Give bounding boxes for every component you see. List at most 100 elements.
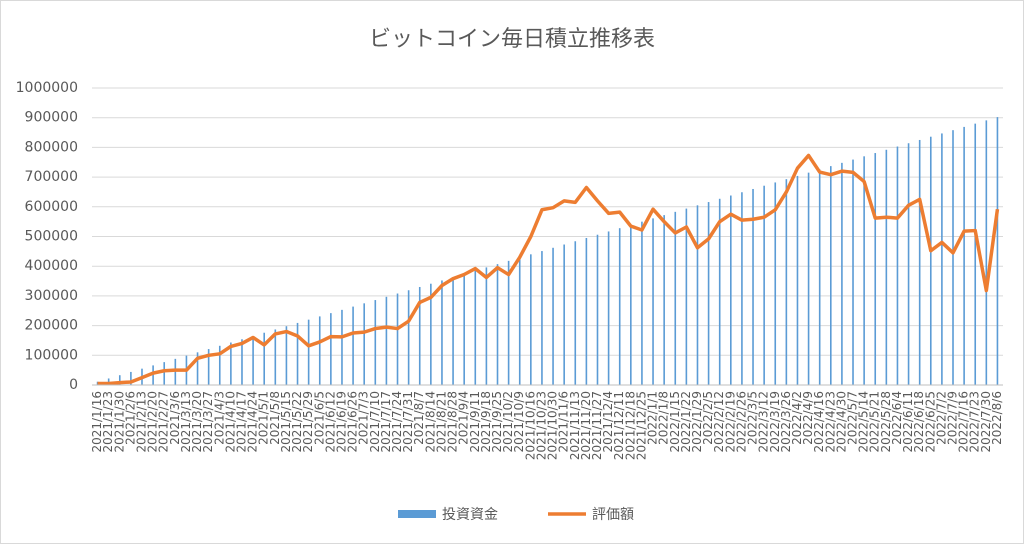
bar	[152, 365, 154, 385]
bar	[385, 296, 388, 385]
bar	[130, 371, 132, 385]
x-tick-label: 2022/3/12	[757, 391, 771, 453]
x-tick-label: 2022/7/23	[968, 391, 982, 453]
bar	[818, 169, 821, 385]
y-tick-label: 0	[69, 377, 78, 393]
x-tick-label: 2021/2/6	[123, 391, 137, 445]
bar	[263, 332, 266, 385]
x-tick-label: 2022/3/26	[779, 391, 793, 453]
x-tick-label: 2022/4/9	[801, 391, 815, 445]
bar	[963, 126, 965, 386]
bar	[318, 316, 321, 385]
x-tick-label: 2021/8/21	[434, 391, 448, 453]
x-tick-label: 2022/6/4	[890, 391, 904, 445]
x-tick-label: 2021/4/3	[212, 391, 226, 445]
bar	[985, 120, 988, 386]
bar	[718, 198, 721, 385]
x-tick-label: 2022/7/9	[946, 391, 960, 445]
bar	[807, 172, 810, 385]
x-tick-label: 2022/1/8	[657, 391, 671, 445]
x-tick-label: 2022/7/16	[957, 391, 971, 453]
x-tick-label: 2022/8/6	[990, 391, 1004, 445]
bar	[796, 175, 799, 385]
x-tick-label: 2021/2/13	[134, 391, 148, 453]
bar	[363, 303, 365, 385]
bar	[474, 270, 477, 385]
bar	[852, 159, 854, 385]
legend-label: 投資資金	[442, 507, 498, 523]
x-tick-label: 2021/11/20	[579, 391, 593, 460]
x-tick-label: 2021/11/13	[568, 391, 582, 460]
bar	[907, 143, 910, 385]
bar	[574, 241, 577, 385]
y-tick-label: 1000000	[16, 80, 78, 96]
bar	[307, 319, 310, 385]
x-tick-label: 2021/12/11	[612, 391, 626, 460]
x-tick-label: 2021/5/22	[290, 391, 304, 453]
x-tick-label: 2021/5/15	[279, 391, 293, 453]
bar	[107, 378, 110, 385]
legend-swatch	[398, 510, 436, 518]
x-tick-label: 2022/2/26	[734, 391, 748, 453]
x-tick-label: 2021/8/7	[412, 391, 426, 445]
x-tick-label: 2021/4/24	[246, 391, 260, 453]
y-tick-label: 900000	[25, 110, 78, 126]
x-tick-label: 2021/1/23	[101, 391, 115, 453]
x-tick-label: 2021/8/28	[446, 391, 460, 453]
y-tick-label: 500000	[25, 229, 78, 245]
x-tick-label: 2021/12/18	[623, 391, 637, 460]
bar	[652, 218, 654, 385]
bar	[918, 139, 921, 385]
x-tick-label: 2021/10/9	[512, 391, 526, 453]
bar	[896, 146, 899, 385]
x-tick-label: 2022/5/14	[857, 391, 871, 453]
x-tick-label: 2022/5/7	[846, 391, 860, 445]
x-tick-label: 2021/6/12	[323, 391, 337, 453]
bar	[618, 228, 621, 385]
chart-title: ビットコイン毎日積立推移表	[369, 27, 655, 52]
x-tick-label: 2022/2/12	[712, 391, 726, 453]
bar	[785, 179, 788, 385]
bar	[407, 290, 410, 385]
y-tick-label: 400000	[25, 258, 78, 274]
bar	[630, 224, 632, 385]
x-tick-label: 2022/5/28	[879, 391, 893, 453]
x-tick-label: 2021/4/17	[234, 391, 248, 453]
x-tick-label: 2022/4/2	[790, 391, 804, 445]
bar	[518, 257, 521, 385]
bar	[218, 345, 221, 385]
x-tick-label: 2022/3/19	[768, 391, 782, 453]
x-tick-label: 2022/2/5	[701, 391, 715, 445]
bar	[352, 306, 354, 385]
x-tick-label: 2021/9/25	[490, 391, 504, 453]
x-tick-label: 2021/2/20	[146, 391, 160, 453]
y-tick-label: 600000	[25, 199, 78, 215]
bar	[163, 362, 166, 385]
x-tick-label: 2021/9/18	[479, 391, 493, 453]
x-tick-label: 2021/4/10	[223, 391, 237, 453]
y-tick-label: 200000	[25, 318, 78, 334]
bar	[241, 339, 243, 385]
line	[97, 153, 1000, 386]
x-tick-label: 2022/4/30	[834, 391, 848, 453]
x-tick-label: 2022/4/23	[823, 391, 837, 453]
x-tick-label: 2022/3/5	[746, 391, 760, 445]
bar	[174, 358, 177, 385]
legend-label: 評価額	[592, 507, 634, 523]
x-tick-label: 2021/1/16	[90, 391, 104, 453]
bar	[118, 375, 121, 385]
x-tick-label: 2021/3/20	[190, 391, 204, 453]
x-tick-label: 2021/6/5	[312, 391, 326, 445]
bar	[641, 221, 643, 385]
bar	[563, 244, 565, 385]
y-tick-label: 800000	[25, 139, 78, 155]
bar	[763, 185, 765, 385]
bar	[952, 130, 954, 385]
x-tick-label: 2021/10/16	[523, 391, 537, 460]
bar	[541, 251, 543, 385]
bar	[996, 117, 999, 385]
bar	[941, 133, 943, 385]
x-tick-label: 2021/11/27	[590, 391, 604, 460]
bar	[485, 267, 488, 385]
